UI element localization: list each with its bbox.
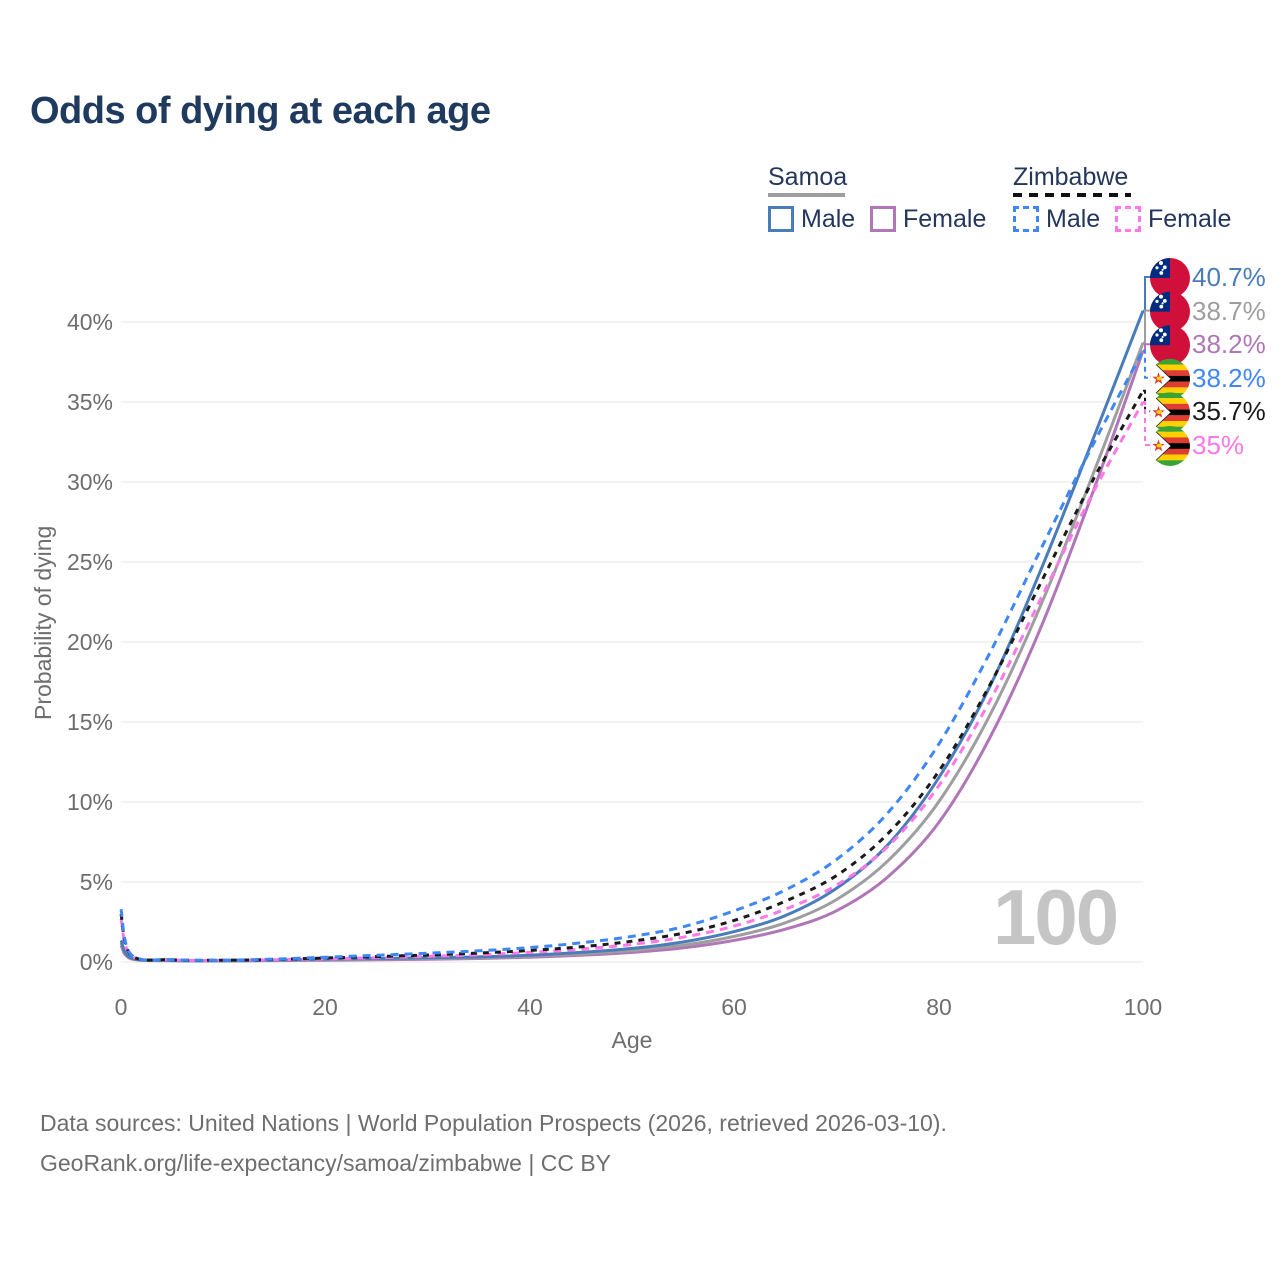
series-line	[119, 350, 1145, 962]
label-connector	[1143, 276, 1151, 312]
y-tick-label: 0%	[79, 949, 113, 975]
legend-item-zimbabwe-male[interactable]: Male	[1013, 205, 1100, 233]
y-tick-label: 10%	[66, 789, 113, 815]
legend-label-zimbabwe-male: Male	[1046, 204, 1101, 233]
zimbabwe-flag-icon	[1149, 391, 1190, 433]
samoa-flag-icon	[1150, 292, 1190, 332]
legend-item-samoa-male[interactable]: Male	[768, 205, 855, 233]
y-axis-title: Probability of dying	[30, 525, 56, 721]
samoa-female-swatch-icon	[870, 206, 896, 232]
legend-item-samoa-female[interactable]: Female	[870, 205, 986, 233]
label-connector	[1143, 401, 1151, 446]
samoa-line-style-swatch	[768, 193, 845, 197]
series-line	[119, 310, 1145, 963]
zimbabwe-line-style-swatch	[1013, 193, 1131, 197]
end-label: 35.7%	[1192, 396, 1266, 427]
y-tick-label: 20%	[66, 629, 113, 655]
x-tick-label: 80	[926, 994, 952, 1020]
page-title: Odds of dying at each age	[30, 90, 491, 132]
legend-item-zimbabwe-female[interactable]: Female	[1115, 205, 1231, 233]
label-connector	[1143, 389, 1151, 413]
data-source-text: Data sources: United Nations | World Pop…	[40, 1110, 947, 1136]
end-label: 38.7%	[1192, 295, 1266, 326]
series-line	[119, 350, 1145, 963]
y-tick-label: 5%	[79, 869, 113, 895]
attribution-link: GeoRank.org/life-expectancy/samoa/zimbab…	[40, 1150, 612, 1176]
label-connector	[1143, 309, 1151, 344]
x-tick-label: 20	[312, 994, 338, 1020]
zimbabwe-male-swatch-icon	[1013, 206, 1039, 232]
y-tick-label: 30%	[66, 469, 113, 495]
legend-label-samoa-female: Female	[903, 204, 987, 233]
x-tick-label: 0	[114, 994, 128, 1020]
series-line	[119, 342, 1145, 963]
end-label: 38.2%	[1192, 329, 1266, 360]
legend-country-samoa: Samoa	[768, 163, 848, 191]
y-tick-label: 15%	[66, 709, 113, 735]
series-line	[119, 390, 1145, 962]
end-label: 40.7%	[1192, 262, 1266, 292]
end-label: 35%	[1192, 430, 1245, 460]
samoa-male-swatch-icon	[768, 206, 794, 232]
legend-country-zimbabwe: Zimbabwe	[1013, 163, 1129, 191]
y-tick-label: 35%	[66, 389, 113, 415]
samoa-flag-icon	[1150, 258, 1190, 298]
zimbabwe-flag-icon	[1149, 358, 1190, 400]
x-tick-label: 60	[721, 994, 747, 1020]
series-line	[119, 401, 1145, 962]
legend-label-zimbabwe-female: Female	[1148, 204, 1232, 233]
y-tick-label: 40%	[66, 309, 113, 335]
hover-age-watermark: 100	[993, 873, 1119, 961]
x-tick-label: 100	[1123, 994, 1163, 1020]
legend-label-samoa-male: Male	[801, 204, 856, 233]
y-tick-label: 25%	[66, 549, 113, 575]
x-tick-label: 40	[517, 994, 543, 1020]
end-label: 38.2%	[1192, 362, 1266, 393]
samoa-flag-icon	[1150, 325, 1190, 365]
label-connector	[1143, 349, 1151, 379]
x-axis-title: Age	[611, 1027, 653, 1053]
zimbabwe-flag-icon	[1149, 425, 1190, 467]
zimbabwe-female-swatch-icon	[1115, 206, 1141, 232]
label-connector	[1143, 343, 1151, 352]
